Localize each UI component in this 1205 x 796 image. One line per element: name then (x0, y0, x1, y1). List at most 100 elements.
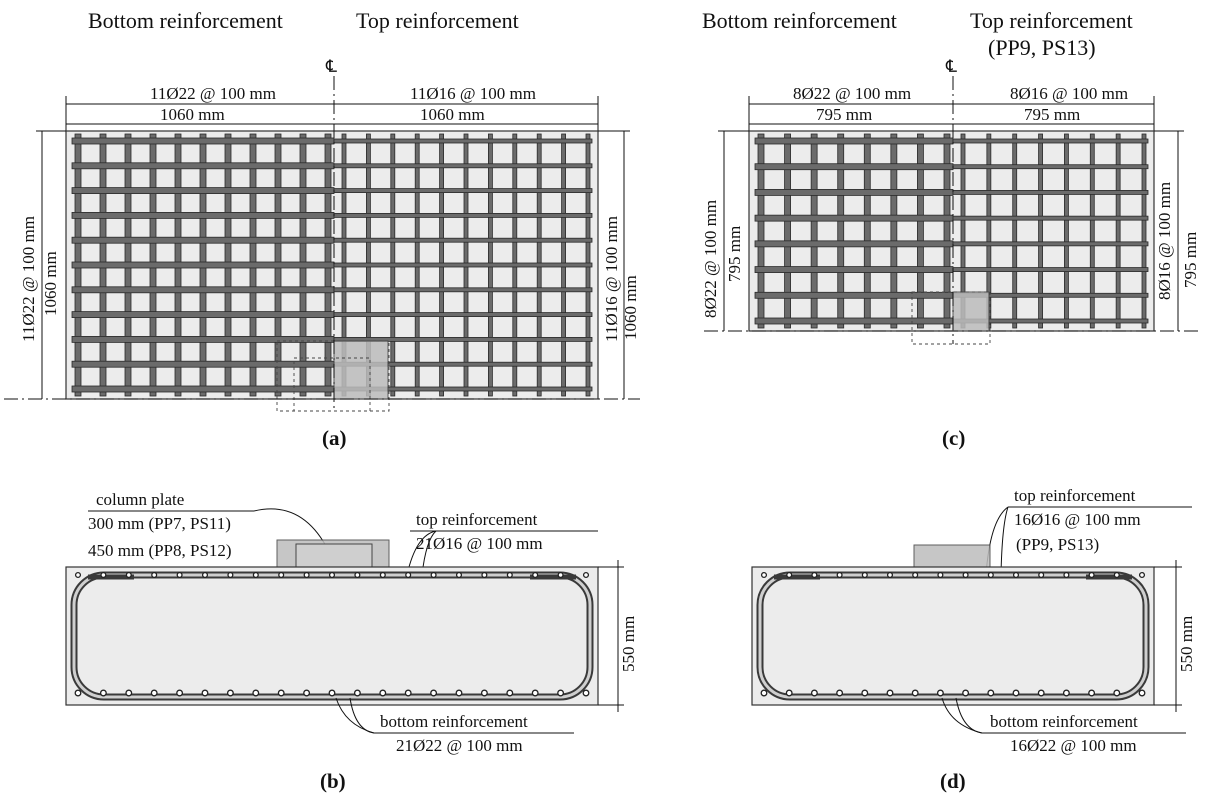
panel-b-bottom-bars: 21Ø22 @ 100 mm (396, 736, 523, 755)
panel-b-bottom-rebar (582, 689, 590, 697)
panel-b-bottom-rebar (277, 689, 285, 697)
panel-a-top-left-length: 1060 mm (160, 105, 225, 124)
panel-d-top-rebar (1138, 571, 1146, 579)
panel-d-bottom-rebar (760, 689, 768, 697)
panel-b-bottom-rebar (150, 689, 158, 697)
panel-a-top-bar-horizontal (333, 287, 593, 293)
panel-d-top-rebar (886, 571, 894, 579)
panel-c-top-bar-vertical (1064, 133, 1069, 329)
panel-b-top-rebar (252, 571, 259, 579)
panel-b-top-bars: 21Ø16 @ 100 mm (416, 534, 543, 553)
panel-a-top-bar-horizontal (333, 336, 593, 342)
panel-c-bottom-bar-horizontal (754, 189, 954, 196)
panel-d-top-rebar (1088, 571, 1095, 579)
panel-a-top-bar-horizontal (333, 163, 593, 169)
panel-b-top-rebar (582, 571, 590, 579)
panel-b-top-rebar (278, 571, 285, 579)
panel-b-bottom-rebar (125, 689, 133, 697)
panel-d-top-rebar (811, 571, 818, 579)
panel-b-plate-size-450: 450 mm (PP8, PS12) (88, 541, 232, 560)
panel-c-right-length: 795 mm (1181, 232, 1200, 288)
panel-d-rebar-dots (760, 571, 1146, 697)
panel-d-bottom-rebar (911, 689, 919, 697)
panel-c-top-bar-horizontal (952, 267, 1149, 272)
panel-d-top-rebar (786, 571, 793, 579)
panel-d-column-plate (913, 544, 991, 568)
panel-d-bottom-rebar (861, 689, 869, 697)
panel-b-bottom-title: bottom reinforcement (380, 712, 528, 731)
panel-a-right-length: 1060 mm (621, 275, 640, 340)
panel-c-bottom-bar-vertical (917, 133, 924, 329)
panel-d-top-rebar (836, 571, 843, 579)
panel-d-bottom-rebar (1037, 689, 1045, 697)
panel-a-rebar-grid (71, 133, 593, 397)
panel-b-top-rebar (74, 571, 82, 579)
panel-b-bottom-rebar (531, 689, 539, 697)
panel-c-left-bars: 8Ø22 @ 100 mm (701, 200, 720, 318)
panel-d-top-leader (1000, 506, 1009, 576)
panel-d-bottom-rebar (810, 689, 818, 697)
panel-d-top-rebar (987, 571, 994, 579)
panel-c-bottom-bar-horizontal (754, 291, 954, 299)
panel-a-plate-outline (276, 340, 390, 412)
panel-d-top-title: top reinforcement (1014, 486, 1136, 505)
panel-c-left-length: 795 mm (725, 226, 744, 282)
panel-a-top-right-bars: 11Ø16 @ 100 mm (410, 84, 536, 103)
panel-d: top reinforcement 16Ø16 @ 100 mm (PP9, P… (751, 486, 1196, 793)
panel-c-bottom-bar-vertical (837, 133, 845, 329)
panel-b-bottom-rebar (480, 689, 488, 697)
panel-c-top-bar-horizontal (952, 190, 1149, 195)
panel-a-column-plate (333, 340, 389, 400)
panel-b-bottom-rebar (303, 689, 311, 697)
panel-b-bottom-rebar (430, 689, 438, 697)
panel-b-top-rebar (506, 571, 513, 579)
panel-a-left-bars: 11Ø22 @ 100 mm (19, 216, 38, 342)
panel-a-caption: (a) (322, 426, 347, 450)
panel-a: Bottom reinforcement Top reinforcement ℄… (4, 8, 640, 450)
panel-b-top-rebar (176, 571, 183, 579)
panel-d-bottom-rebar (836, 689, 844, 697)
panel-c-bottom-bar-vertical (890, 133, 898, 329)
panel-b-top-rebar (405, 571, 412, 579)
panel-b-bottom-leader (349, 697, 375, 734)
panel-a-top-bar-horizontal (333, 237, 593, 243)
panel-b-bottom-rebar (379, 689, 387, 697)
panel-d-bottom-rebar (962, 689, 970, 697)
panel-d-slab-section (751, 566, 1155, 706)
panel-a-bottom-bar-horizontal (71, 286, 335, 294)
panel-b-top-rebar (303, 571, 310, 579)
panel-d-height: 550 mm (1177, 616, 1196, 672)
panel-d-top-rebar (912, 571, 919, 579)
panel-a-plate-outline-inner (293, 357, 371, 412)
panel-a-bottom-bar-horizontal (71, 162, 335, 170)
panel-d-bottom-rebar (1012, 689, 1020, 697)
panel-b-plate-leader (253, 508, 327, 547)
panel-c-plate-outline (911, 291, 991, 345)
panel-d-caption: (d) (940, 769, 966, 793)
panel-d-top-tests: (PP9, PS13) (1016, 535, 1099, 554)
panel-a-bottom-bar-horizontal (71, 335, 335, 343)
panel-d-bottom-rebar (886, 689, 894, 697)
panel-b-bottom-rebar (328, 689, 336, 697)
panel-b-top-rebar (328, 571, 336, 579)
panel-a-bottom-bar-horizontal (71, 311, 335, 319)
panel-d-bottom-leader (955, 697, 983, 734)
panel-c-top-left-length: 795 mm (816, 105, 872, 124)
panel-c-top-bar-vertical (1038, 133, 1043, 329)
panel-d-bottom-rebar (987, 689, 995, 697)
panel-b-top-rebar (151, 571, 158, 579)
panel-b-top-rebar (481, 571, 488, 579)
panel-b-caption: (b) (320, 769, 346, 793)
panel-c-top-bar-vertical (1012, 133, 1018, 329)
panel-a-left-length: 1060 mm (41, 251, 60, 316)
panel-c-centerline-symbol: ℄ (945, 57, 957, 76)
panel-b-top-rebar (201, 571, 209, 579)
panel-b-top-rebar (455, 571, 463, 579)
panel-c-bottom-bar-horizontal (754, 317, 954, 325)
panel-b-top-rebar (379, 571, 386, 579)
panel-a-bottom-bar-horizontal (71, 137, 335, 145)
panel-c-right-bars: 8Ø16 @ 100 mm (1155, 182, 1174, 300)
panel-d-bottom-rebar (1138, 689, 1146, 697)
panel-d-top-rebar (937, 571, 944, 579)
